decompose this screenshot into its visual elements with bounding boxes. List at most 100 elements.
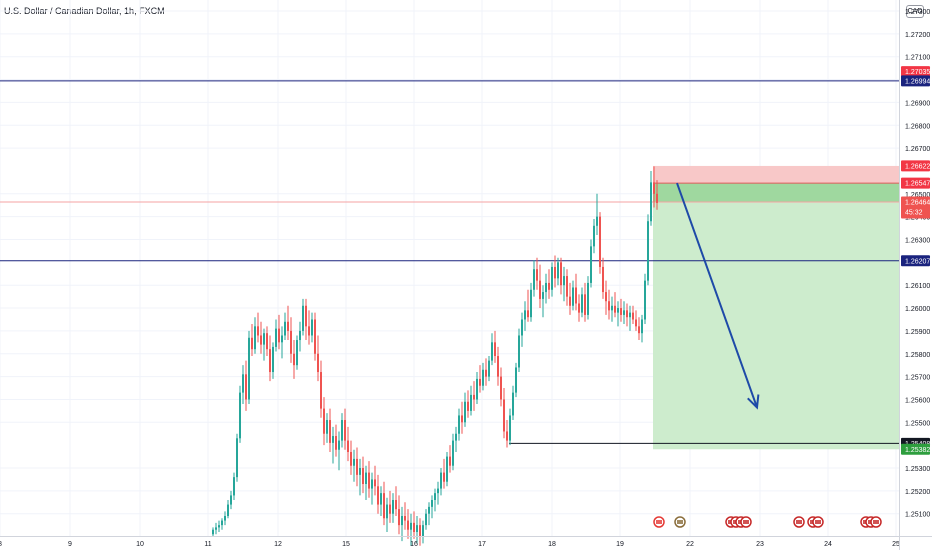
candle-down xyxy=(350,452,352,466)
candle-down xyxy=(626,310,628,318)
candle-up xyxy=(512,392,514,416)
candle-up xyxy=(422,525,424,537)
candle-down xyxy=(467,401,469,411)
y-tick-label: 1.26900 xyxy=(905,100,930,107)
candle-up xyxy=(248,337,250,400)
y-tick-label: 1.27200 xyxy=(905,32,930,39)
candle-up xyxy=(401,515,403,526)
candle-down xyxy=(278,328,280,343)
x-tick-label: 17 xyxy=(478,541,486,548)
candle-up xyxy=(545,282,547,293)
price-axis-label-text: 1.26994 xyxy=(905,78,930,85)
candle-down xyxy=(407,520,409,530)
x-tick-label: 9 xyxy=(68,541,72,548)
countdown-label: 45:32 xyxy=(905,210,923,217)
price-axis-label xyxy=(901,160,930,172)
price-axis-label-text: 1.26622 xyxy=(905,163,930,170)
y-tick-label: 1.25700 xyxy=(905,375,930,382)
candle-up xyxy=(596,216,598,226)
candle-up xyxy=(581,294,583,313)
candle-down xyxy=(290,330,292,354)
candle-up xyxy=(530,289,532,318)
candle-down xyxy=(656,193,658,203)
candle-down xyxy=(638,326,640,334)
candle-down xyxy=(287,321,289,331)
candle-up xyxy=(521,319,523,336)
candle-down xyxy=(383,493,385,519)
candle-up xyxy=(455,433,457,441)
candle-up xyxy=(431,500,433,507)
y-tick-label: 1.26000 xyxy=(905,306,930,313)
stop-loss-zone xyxy=(653,165,899,184)
candle-down xyxy=(575,287,577,304)
candle-up xyxy=(218,525,220,528)
candle-down xyxy=(257,326,259,336)
candle-down xyxy=(443,472,445,482)
y-tick-label: 1.25900 xyxy=(905,329,930,336)
y-tick-label: 1.27300 xyxy=(905,9,930,16)
candle-down xyxy=(245,374,247,400)
candle-down xyxy=(449,456,451,466)
candle-down xyxy=(293,353,295,366)
candle-up xyxy=(446,456,448,482)
candle-up xyxy=(359,468,361,475)
candle-up xyxy=(299,330,301,341)
candle-up xyxy=(371,479,373,489)
x-tick-label: 19 xyxy=(616,541,624,548)
candle-down xyxy=(569,296,571,306)
y-tick-label: 1.26100 xyxy=(905,283,930,290)
candle-up xyxy=(458,415,460,434)
candle-up xyxy=(572,287,574,306)
price-axis-label xyxy=(901,66,930,78)
candle-up xyxy=(551,266,553,290)
currency-badge[interactable]: CAD xyxy=(906,5,924,18)
price-axis-label-text: 1.27035 xyxy=(905,69,930,76)
y-tick-label: 1.26800 xyxy=(905,123,930,130)
take-profit-zone xyxy=(653,183,899,450)
candle-up xyxy=(332,436,334,443)
candle-up xyxy=(380,493,382,505)
price-axis-label xyxy=(901,177,930,189)
x-tick-label: 23 xyxy=(756,541,764,548)
event-flag-icon xyxy=(656,520,662,524)
candle-up xyxy=(647,221,649,281)
candle-up xyxy=(434,493,436,500)
price-axis-label-text: 1.26547 xyxy=(905,181,930,188)
candle-up xyxy=(263,333,265,345)
candle-up xyxy=(482,369,484,386)
candle-up xyxy=(464,401,466,423)
candle-down xyxy=(461,415,463,423)
candle-down xyxy=(305,305,307,327)
candle-up xyxy=(650,182,652,222)
candle-down xyxy=(329,420,331,443)
candle-up xyxy=(221,520,223,526)
candle-down xyxy=(323,408,325,434)
candle-up xyxy=(275,328,277,347)
candle-up xyxy=(296,340,298,366)
candle-up xyxy=(623,310,625,315)
y-tick-label: 1.25600 xyxy=(905,397,930,404)
candle-down xyxy=(632,312,634,320)
candle-up xyxy=(488,360,490,377)
candle-down xyxy=(578,303,580,313)
candle-down xyxy=(599,216,601,267)
candle-down xyxy=(308,326,310,336)
candle-up xyxy=(644,280,646,320)
candle-up xyxy=(590,246,592,283)
candle-up xyxy=(593,225,595,247)
projection-arrow xyxy=(676,182,758,408)
candle-down xyxy=(620,308,622,315)
candle-down xyxy=(584,294,586,315)
candle-down xyxy=(398,509,400,526)
candle-up xyxy=(611,305,613,311)
candle-down xyxy=(251,337,253,350)
candle-down xyxy=(404,515,406,521)
candle-up xyxy=(617,308,619,313)
price-axis-label xyxy=(901,443,930,455)
candle-down xyxy=(494,342,496,357)
y-tick-label: 1.25800 xyxy=(905,352,930,359)
candle-up xyxy=(410,522,412,530)
candle-down xyxy=(614,305,616,313)
candle-down xyxy=(368,472,370,489)
